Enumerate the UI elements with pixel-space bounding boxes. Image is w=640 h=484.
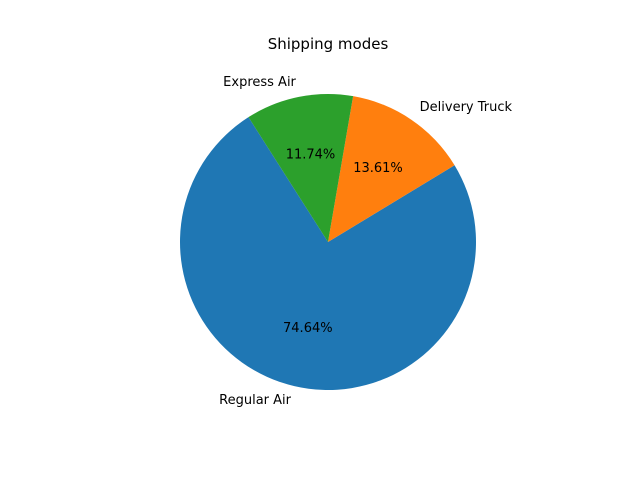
pie-slice-0 (180, 117, 477, 391)
pie-slice-1 (328, 96, 455, 243)
pie-slices (180, 94, 477, 391)
slice-label-2: Express Air (223, 75, 296, 90)
chart-title: Shipping modes (268, 35, 389, 53)
slice-pct-label-2: 11.74% (286, 147, 336, 162)
slice-label-1: Delivery Truck (420, 100, 513, 115)
slice-pct-label-0: 74.64% (283, 321, 333, 336)
slice-pct-label-1: 13.61% (353, 161, 403, 176)
pie-labels: Regular Air 74.64% Delivery Truck 13.61% Exp… (219, 75, 512, 408)
slice-label-0: Regular Air (219, 393, 291, 408)
pie-slice-2 (248, 94, 354, 242)
